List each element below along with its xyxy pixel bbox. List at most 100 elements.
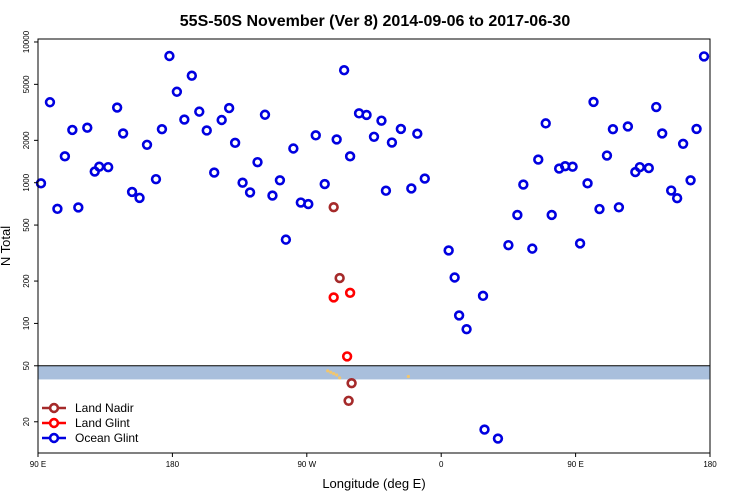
point-ocean-glint (540, 118, 551, 129)
legend-swatch-marker (48, 402, 60, 414)
point-ocean-glint (280, 234, 292, 245)
point-ocean-glint (685, 175, 696, 186)
point-ocean-glint (380, 185, 392, 196)
point-ocean-glint (44, 97, 56, 108)
band-point (332, 371, 336, 376)
point-ocean-glint (567, 161, 578, 172)
point-ocean-glint (201, 125, 212, 136)
point-land-nadir (328, 201, 339, 213)
point-ocean-glint (223, 102, 235, 114)
band-point (406, 374, 410, 379)
legend-item-land-glint: Land Glint (42, 416, 130, 430)
y-axis: 20 50 100 200 500 1000 2000 5000 10000 (22, 30, 38, 426)
point-ocean-glint (657, 128, 668, 139)
point-ocean-glint (73, 202, 84, 213)
point-ocean-glint (229, 137, 241, 149)
point-land-glint (341, 351, 353, 362)
y-tick-label: 20 (22, 417, 31, 426)
y-axis-label: N Total (0, 226, 13, 266)
point-ocean-glint (503, 239, 514, 251)
y-tick-label: 100 (22, 316, 31, 330)
point-ocean-glint (252, 156, 263, 168)
y-tick-label: 10000 (22, 30, 31, 53)
point-ocean-glint (582, 178, 593, 189)
point-ocean-glint (477, 290, 489, 302)
y-tick-label: 2000 (22, 131, 31, 149)
data-points-layer (35, 50, 710, 444)
point-ocean-glint (141, 139, 153, 150)
point-ocean-glint (419, 173, 430, 184)
legend-label: Ocean Glint (75, 431, 139, 445)
point-ocean-glint (194, 106, 205, 117)
point-land-glint (344, 287, 356, 299)
point-ocean-glint (512, 209, 523, 221)
y-tick-label: 1000 (22, 173, 31, 191)
legend-item-land-nadir: Land Nadir (42, 401, 134, 415)
point-ocean-glint (319, 178, 330, 190)
point-ocean-glint (479, 424, 490, 435)
point-ocean-glint (601, 150, 613, 161)
y-tick-label: 500 (22, 218, 31, 232)
point-ocean-glint (574, 238, 586, 249)
point-ocean-glint (156, 123, 168, 135)
legend-label: Land Nadir (75, 401, 134, 415)
point-ocean-glint (59, 151, 71, 162)
point-ocean-glint (607, 123, 619, 135)
point-ocean-glint (338, 65, 350, 76)
point-ocean-glint (443, 245, 454, 256)
point-ocean-glint (594, 203, 605, 215)
band-point (326, 369, 330, 373)
legend-swatch-marker (48, 432, 60, 444)
point-ocean-glint (126, 186, 138, 198)
point-ocean-glint (527, 243, 538, 254)
band-point (329, 370, 333, 374)
point-ocean-glint (216, 114, 227, 126)
point-ocean-glint (386, 137, 398, 148)
x-axis-label: Longitude (deg E) (322, 476, 425, 491)
point-ocean-glint (453, 310, 465, 321)
point-ocean-glint (134, 192, 145, 204)
point-ocean-glint (492, 433, 504, 444)
point-ocean-glint (376, 115, 387, 126)
point-ocean-glint (691, 123, 702, 135)
point-ocean-glint (588, 96, 599, 108)
point-ocean-glint (643, 162, 654, 174)
point-ocean-glint (310, 130, 321, 141)
point-ocean-glint (111, 102, 123, 113)
point-ocean-glint (288, 143, 299, 154)
point-ocean-glint (449, 272, 460, 283)
point-ocean-glint (344, 151, 356, 162)
y-tick-label: 200 (22, 274, 31, 288)
point-ocean-glint (406, 183, 417, 194)
point-ocean-glint (518, 179, 529, 190)
point-ocean-glint (677, 138, 689, 149)
chart-title: 55S-50S November (Ver 8) 2014-09-06 to 2… (180, 13, 571, 30)
plot-frame (37, 38, 711, 454)
point-ocean-glint (171, 86, 183, 97)
point-ocean-glint (613, 202, 625, 213)
legend-label: Land Glint (75, 416, 130, 430)
point-ocean-glint (671, 193, 683, 204)
y-tick-label: 50 (22, 361, 31, 370)
point-ocean-glint (102, 161, 114, 173)
threshold-band-layer (38, 365, 710, 380)
point-ocean-glint (274, 175, 286, 186)
point-ocean-glint (651, 101, 662, 113)
point-ocean-glint (698, 51, 710, 62)
x-tick-label: 180 (703, 460, 717, 469)
point-ocean-glint (186, 70, 198, 81)
band-points-layer (326, 369, 410, 380)
x-tick-label: 180 (166, 460, 180, 469)
legend-swatch-marker (48, 417, 60, 429)
point-ocean-glint (361, 109, 372, 121)
point-ocean-glint (179, 114, 190, 125)
point-ocean-glint (259, 109, 271, 120)
x-axis: 90 E 180 90 W 0 90 E 180 (30, 453, 717, 469)
x-tick-label: 90 E (30, 460, 46, 469)
point-ocean-glint (52, 203, 63, 215)
point-ocean-glint (303, 198, 314, 210)
x-tick-label: 0 (439, 460, 444, 469)
